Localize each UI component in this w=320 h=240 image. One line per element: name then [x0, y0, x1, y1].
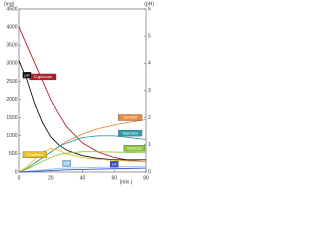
legend-label: Fructose	[27, 152, 43, 157]
legend-swatch	[123, 145, 146, 152]
y-tick-label: 3500	[6, 43, 17, 49]
y2-tick-label: 6	[148, 6, 151, 12]
legend-label: Sorbose	[127, 145, 143, 150]
chart: (mg) (pH) (min.) 05001000150020002500300…	[4, 1, 154, 185]
y-tick-label: 0	[15, 169, 18, 175]
y-axis-label: (mg)	[4, 1, 15, 7]
y-tick-label: 4000	[6, 24, 17, 30]
y-tick-label: 4500	[6, 6, 17, 12]
legend-swatch	[118, 129, 143, 137]
y-tick-label: 1000	[6, 133, 17, 139]
legend-label: Mannitol	[123, 130, 138, 135]
series-line	[18, 135, 147, 173]
x-axis-label: (min.)	[120, 179, 133, 185]
legend-label: Sorbitol	[123, 115, 137, 120]
y-tick-label: 2000	[6, 97, 17, 103]
y2-tick-label: 4	[148, 61, 151, 67]
series-line	[18, 60, 146, 161]
y2-tick-label: 0	[148, 169, 151, 175]
y2-tick-label: 3	[148, 88, 151, 94]
legend-label: LA	[112, 161, 117, 166]
legend-swatch	[118, 114, 143, 121]
legend-swatch	[22, 151, 47, 158]
x-tick-label: 20	[48, 175, 54, 181]
series-line	[18, 147, 147, 173]
x-tick-label: 40	[80, 175, 86, 181]
y2-axis-label: (pH)	[144, 1, 154, 7]
series-line	[18, 167, 147, 173]
legend-label: D-glucose	[34, 74, 53, 79]
y-tick-label: 2500	[6, 79, 17, 85]
y-tick-label: 500	[9, 151, 18, 157]
x-tick-label: 80	[143, 175, 149, 181]
legend-label: GA	[64, 161, 70, 166]
x-tick-label: 60	[111, 175, 117, 181]
y-tick-label: 1500	[6, 115, 17, 121]
legend-label: pH	[24, 72, 29, 77]
x-tick-label: 0	[18, 175, 21, 181]
legend-swatch	[22, 71, 32, 79]
y-tick-label: 3000	[6, 61, 17, 67]
legend-swatch	[110, 161, 119, 168]
series-line	[18, 26, 147, 163]
y2-tick-label: 5	[148, 33, 151, 39]
y2-tick-label: 2	[148, 115, 151, 121]
series-line	[18, 151, 147, 173]
y2-tick-label: 1	[148, 142, 151, 148]
legend-swatch	[62, 160, 71, 167]
